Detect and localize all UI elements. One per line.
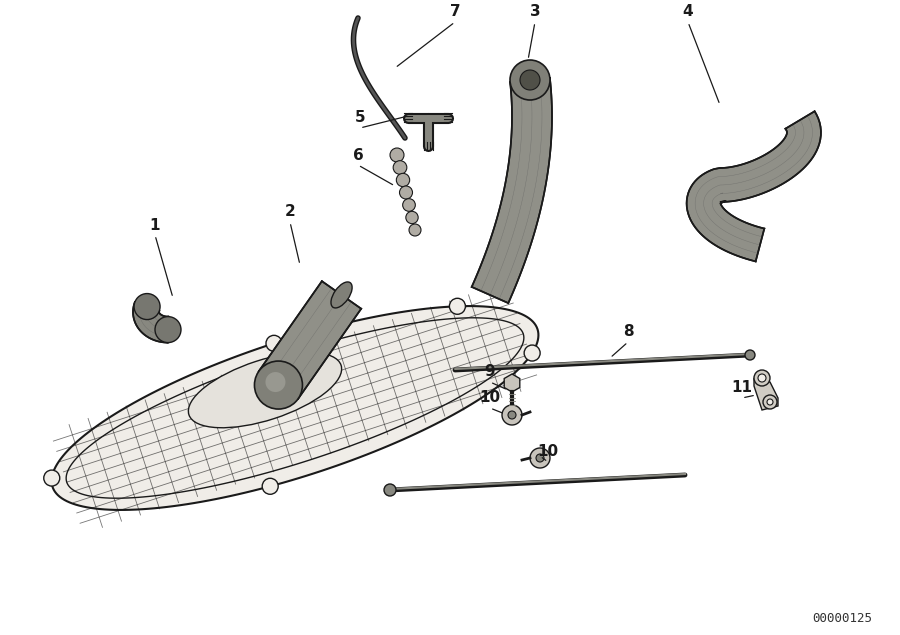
Polygon shape [687, 111, 821, 262]
Polygon shape [51, 306, 538, 510]
Circle shape [449, 298, 465, 314]
Circle shape [384, 484, 396, 496]
Polygon shape [318, 295, 342, 320]
Circle shape [396, 173, 410, 187]
Circle shape [255, 361, 302, 409]
Circle shape [502, 405, 522, 425]
Circle shape [155, 317, 181, 343]
Text: 4: 4 [683, 4, 693, 20]
Text: 2: 2 [284, 204, 295, 220]
Circle shape [536, 454, 544, 462]
Circle shape [44, 470, 59, 486]
Circle shape [524, 345, 540, 361]
Text: 5: 5 [355, 110, 365, 126]
Circle shape [400, 186, 412, 199]
Polygon shape [133, 302, 168, 343]
Ellipse shape [331, 282, 352, 308]
Text: 3: 3 [530, 4, 540, 20]
Text: 11: 11 [732, 380, 752, 396]
Polygon shape [504, 374, 520, 392]
Circle shape [325, 302, 335, 312]
Circle shape [402, 199, 415, 211]
Circle shape [266, 372, 285, 392]
Circle shape [390, 148, 404, 162]
Circle shape [758, 374, 766, 382]
Circle shape [520, 70, 540, 90]
Circle shape [530, 448, 550, 468]
Polygon shape [66, 318, 524, 498]
Text: 7: 7 [450, 4, 460, 20]
Circle shape [745, 350, 755, 360]
Circle shape [763, 395, 777, 409]
Circle shape [767, 399, 773, 405]
Text: 1: 1 [149, 218, 160, 232]
Polygon shape [472, 78, 552, 303]
Text: 6: 6 [353, 147, 364, 163]
Circle shape [754, 370, 770, 386]
Circle shape [510, 60, 550, 100]
Text: 10: 10 [480, 391, 500, 406]
Text: 8: 8 [623, 324, 634, 340]
Circle shape [406, 211, 419, 224]
Circle shape [262, 478, 278, 494]
Text: 9: 9 [485, 364, 495, 380]
Text: 00000125: 00000125 [812, 612, 872, 624]
Circle shape [134, 293, 160, 319]
Ellipse shape [188, 352, 342, 428]
Polygon shape [259, 281, 361, 399]
Circle shape [409, 224, 421, 236]
Text: 10: 10 [537, 444, 559, 460]
Polygon shape [754, 378, 778, 410]
Circle shape [393, 161, 407, 175]
Circle shape [508, 411, 516, 419]
Circle shape [266, 335, 282, 351]
